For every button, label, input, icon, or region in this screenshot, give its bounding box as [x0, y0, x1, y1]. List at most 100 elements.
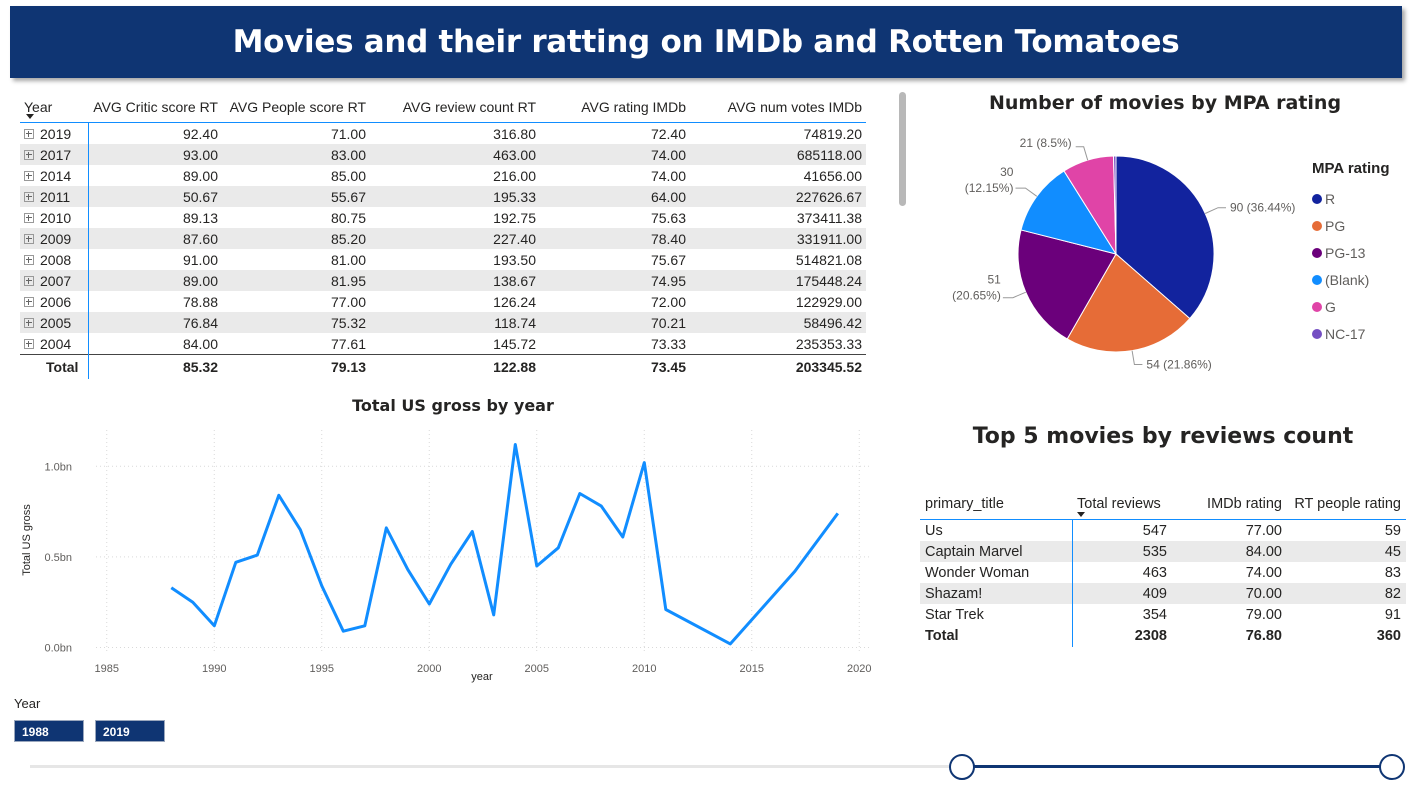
sort-desc-icon: [26, 114, 34, 119]
data-point[interactable]: [360, 621, 370, 631]
expand-icon[interactable]: [24, 149, 34, 160]
top5-row[interactable]: Us 547 77.00 59: [920, 519, 1406, 541]
table-cell: 195.33: [370, 186, 540, 207]
data-point[interactable]: [833, 508, 843, 518]
data-point[interactable]: [188, 597, 198, 607]
legend-item[interactable]: (Blank): [1312, 266, 1390, 293]
data-point[interactable]: [661, 604, 671, 614]
top5-header-total-reviews[interactable]: Total reviews: [1072, 489, 1172, 520]
data-point[interactable]: [295, 525, 305, 535]
data-point[interactable]: [403, 565, 413, 575]
slicer-start-input[interactable]: 1988: [14, 720, 84, 742]
data-point[interactable]: [467, 527, 477, 537]
data-point[interactable]: [338, 626, 348, 636]
expand-icon[interactable]: [24, 191, 34, 202]
expand-icon[interactable]: [24, 338, 34, 349]
legend-item[interactable]: PG-13: [1312, 239, 1390, 266]
top5-row[interactable]: Star Trek 354 79.00 91: [920, 604, 1406, 625]
table-row[interactable]: 2014 89.00 85.00 216.00 74.00 41656.00: [20, 165, 866, 186]
table-cell: 138.67: [370, 270, 540, 291]
data-point[interactable]: [166, 583, 176, 593]
expand-icon[interactable]: [24, 170, 34, 181]
column-header-imdb-rating[interactable]: AVG rating IMDb: [540, 92, 690, 123]
table-cell: 685118.00: [690, 144, 866, 165]
top5-row[interactable]: Shazam! 409 70.00 82: [920, 583, 1406, 604]
slicer-track[interactable]: [30, 765, 1392, 768]
table-row[interactable]: 2019 92.40 71.00 316.80 72.40 74819.20: [20, 122, 866, 144]
table-cell: 77.00: [330, 293, 366, 310]
data-point[interactable]: [231, 557, 241, 567]
column-header-num-votes[interactable]: AVG num votes IMDb: [690, 92, 866, 123]
table-cell: 193.50: [493, 251, 536, 268]
column-header-review-count[interactable]: AVG review count RT: [370, 92, 540, 123]
data-point[interactable]: [510, 440, 520, 450]
legend-item[interactable]: G: [1312, 293, 1390, 320]
table-row[interactable]: 2006 78.88 77.00 126.24 72.00 122929.00: [20, 291, 866, 312]
data-point[interactable]: [618, 532, 628, 542]
expand-icon[interactable]: [24, 212, 34, 223]
data-point[interactable]: [274, 490, 284, 500]
gross-series-line[interactable]: [170, 443, 840, 646]
legend-label: NC-17: [1325, 325, 1366, 342]
data-point[interactable]: [252, 550, 262, 560]
data-point[interactable]: [553, 543, 563, 553]
expand-icon[interactable]: [24, 317, 34, 328]
table-row[interactable]: 2004 84.00 77.61 145.72 73.33 235353.33: [20, 333, 866, 355]
data-point[interactable]: [790, 566, 800, 576]
top5-total-row: Total 2308 76.80 360: [920, 625, 1406, 647]
top5-row[interactable]: Wonder Woman 463 74.00 83: [920, 562, 1406, 583]
data-point[interactable]: [489, 610, 499, 620]
legend-item[interactable]: NC-17: [1312, 320, 1390, 347]
data-point[interactable]: [725, 639, 735, 649]
data-point[interactable]: [424, 599, 434, 609]
top5-cell: 535: [1072, 541, 1172, 562]
pie-slice-nc-17[interactable]: [1112, 155, 1117, 255]
table-cell: 514821.08: [795, 251, 862, 268]
year-value: 2017: [40, 146, 72, 163]
legend-dot-icon: [1312, 247, 1322, 258]
top5-header-rt-people[interactable]: RT people rating: [1287, 489, 1406, 520]
data-point[interactable]: [596, 501, 606, 511]
column-header-year[interactable]: Year: [20, 92, 88, 123]
data-point[interactable]: [532, 561, 542, 571]
data-point[interactable]: [575, 488, 585, 498]
legend-item[interactable]: R: [1312, 185, 1390, 212]
table-row[interactable]: 2008 91.00 81.00 193.50 75.67 514821.08: [20, 249, 866, 270]
table-row[interactable]: 2009 87.60 85.20 227.40 78.40 331911.00: [20, 228, 866, 249]
column-header-people-score[interactable]: AVG People score RT: [222, 92, 370, 123]
table-row[interactable]: 2011 50.67 55.67 195.33 64.00 227626.67: [20, 186, 866, 207]
top5-row[interactable]: Captain Marvel 535 84.00 45: [920, 541, 1406, 562]
pie-legend: MPA rating R PG PG-13 (Blank) G NC-17: [1312, 160, 1390, 347]
expand-icon[interactable]: [24, 296, 34, 307]
table-row[interactable]: 2005 76.84 75.32 118.74 70.21 58496.42: [20, 312, 866, 333]
expand-icon[interactable]: [24, 233, 34, 244]
slicer-end-handle[interactable]: [1379, 754, 1405, 780]
table-cell: 78.40: [540, 228, 690, 249]
year-cell: 2004: [20, 333, 89, 355]
table-cell: 50.67: [88, 186, 222, 207]
expand-icon[interactable]: [24, 254, 34, 265]
expand-icon[interactable]: [24, 275, 34, 286]
expand-icon[interactable]: [24, 128, 34, 139]
data-point[interactable]: [209, 621, 219, 631]
table-cell: 216.00: [493, 167, 536, 184]
table-row[interactable]: 2007 89.00 81.95 138.67 74.95 175448.24: [20, 270, 866, 291]
table-row[interactable]: 2017 93.00 83.00 463.00 74.00 685118.00: [20, 144, 866, 165]
table-cell: 78.88: [182, 293, 218, 310]
slicer-start-handle[interactable]: [948, 754, 975, 780]
table-row[interactable]: 2010 89.13 80.75 192.75 75.63 373411.38: [20, 207, 866, 228]
data-point[interactable]: [639, 458, 649, 468]
pie-slice-pg[interactable]: [1066, 253, 1191, 353]
data-point[interactable]: [381, 523, 391, 533]
table-cell: 41656.00: [803, 167, 862, 184]
data-point[interactable]: [317, 581, 327, 591]
table-scrollbar[interactable]: [899, 92, 906, 206]
total-cell: Total: [20, 354, 89, 379]
data-point[interactable]: [446, 559, 456, 569]
top5-header-title[interactable]: primary_title: [920, 489, 1072, 520]
slicer-end-input[interactable]: 2019: [95, 720, 165, 742]
column-header-critic-score[interactable]: AVG Critic score RT: [88, 92, 222, 123]
top5-header-imdb-rating[interactable]: IMDb rating: [1172, 489, 1287, 520]
pie-data-label: (20.65%): [952, 289, 1001, 303]
legend-item[interactable]: PG: [1312, 212, 1390, 239]
